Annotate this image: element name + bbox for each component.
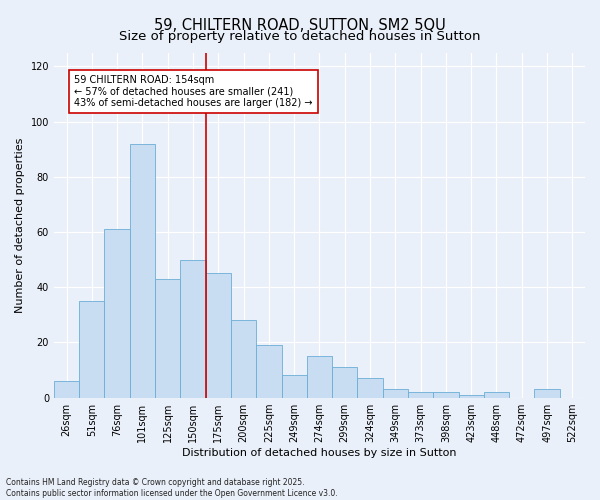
Bar <box>433 392 458 398</box>
Bar <box>458 395 484 398</box>
Bar <box>54 381 79 398</box>
Bar <box>535 390 560 398</box>
Bar <box>256 345 281 398</box>
Text: Size of property relative to detached houses in Sutton: Size of property relative to detached ho… <box>119 30 481 43</box>
Bar <box>408 392 433 398</box>
Y-axis label: Number of detached properties: Number of detached properties <box>15 138 25 312</box>
Bar <box>307 356 332 398</box>
X-axis label: Distribution of detached houses by size in Sutton: Distribution of detached houses by size … <box>182 448 457 458</box>
Bar <box>358 378 383 398</box>
Text: 59 CHILTERN ROAD: 154sqm
← 57% of detached houses are smaller (241)
43% of semi-: 59 CHILTERN ROAD: 154sqm ← 57% of detach… <box>74 74 313 108</box>
Bar <box>484 392 509 398</box>
Bar <box>130 144 155 398</box>
Bar <box>155 279 181 398</box>
Bar <box>181 260 206 398</box>
Bar <box>383 390 408 398</box>
Text: 59, CHILTERN ROAD, SUTTON, SM2 5QU: 59, CHILTERN ROAD, SUTTON, SM2 5QU <box>154 18 446 32</box>
Bar <box>104 229 130 398</box>
Bar <box>231 320 256 398</box>
Bar <box>281 376 307 398</box>
Bar <box>332 367 358 398</box>
Bar <box>206 274 231 398</box>
Bar <box>79 301 104 398</box>
Text: Contains HM Land Registry data © Crown copyright and database right 2025.
Contai: Contains HM Land Registry data © Crown c… <box>6 478 338 498</box>
